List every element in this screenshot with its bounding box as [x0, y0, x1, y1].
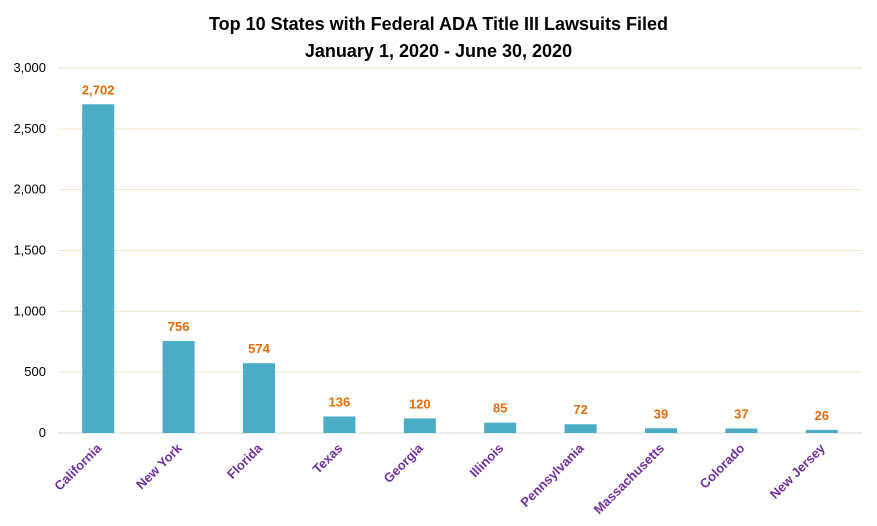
bar	[725, 428, 758, 433]
bar	[484, 422, 517, 433]
bar	[403, 418, 436, 433]
y-tick-label: 0	[39, 425, 46, 440]
y-tick-label: 2,500	[13, 121, 46, 136]
data-label: 136	[329, 394, 351, 409]
x-tick-label: Pennsylvania	[517, 440, 587, 510]
x-tick-label: Illinois	[467, 441, 507, 481]
data-label: 85	[493, 401, 507, 416]
x-tick-label: New Jersey	[767, 440, 829, 502]
y-tick-label: 1,500	[13, 243, 46, 258]
chart-title: Top 10 States with Federal ADA Title III…	[208, 14, 669, 34]
data-label: 26	[815, 408, 829, 423]
bar	[645, 428, 677, 433]
bar	[243, 363, 275, 433]
data-label: 2,702	[82, 82, 115, 97]
x-tick-label: Massachusetts	[591, 441, 668, 518]
bar	[162, 341, 195, 433]
x-tick-label: Florida	[224, 440, 266, 482]
data-label: 72	[573, 402, 587, 417]
data-label: 39	[654, 406, 668, 421]
data-label: 756	[168, 319, 190, 334]
y-tick-label: 1,000	[13, 303, 46, 318]
x-tick-label: New York	[133, 440, 185, 492]
bar	[805, 429, 838, 433]
data-label: 120	[409, 396, 431, 411]
data-label: 574	[248, 341, 270, 356]
bar	[82, 104, 115, 434]
y-tick-label: 2,000	[13, 182, 46, 197]
data-label: 37	[734, 406, 748, 421]
x-tick-label: Georgia	[381, 440, 427, 486]
bar	[564, 424, 597, 433]
x-tick-label: Colorado	[697, 440, 748, 491]
y-tick-label: 500	[24, 364, 46, 379]
x-tick-label: Texas	[310, 441, 346, 477]
y-tick-label: 3,000	[13, 60, 46, 75]
x-tick-label: California	[51, 440, 105, 494]
chart-subtitle: January 1, 2020 - June 30, 2020	[304, 41, 573, 61]
bar	[323, 416, 356, 433]
